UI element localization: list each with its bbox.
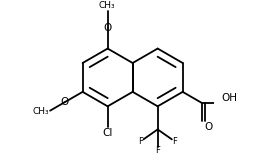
Text: OH: OH <box>222 93 238 103</box>
Text: O: O <box>204 122 212 132</box>
Text: O: O <box>103 23 112 33</box>
Text: CH₃: CH₃ <box>32 106 49 115</box>
Text: F: F <box>172 137 177 146</box>
Text: CH₃: CH₃ <box>99 1 115 10</box>
Text: F: F <box>155 146 160 155</box>
Text: F: F <box>138 137 143 146</box>
Text: O: O <box>61 97 69 107</box>
Text: Cl: Cl <box>102 128 113 138</box>
